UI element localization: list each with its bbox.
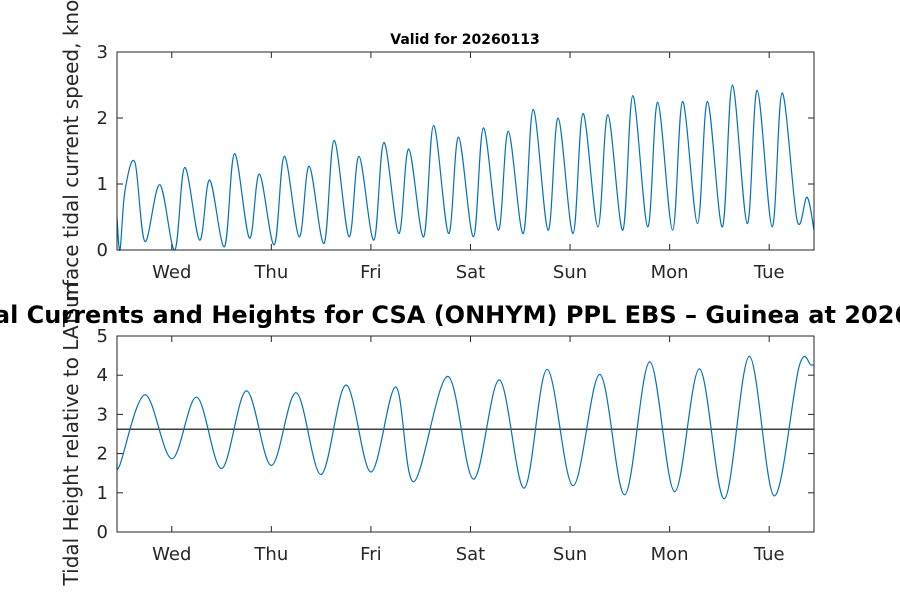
current-speed-y-ticks: 0 1 2 3	[97, 42, 814, 261]
current-speed-x-tick-label: Sat	[456, 262, 486, 283]
current-speed-x-tick-label: Fri	[360, 262, 381, 283]
tidal-height-y-tick-label: 0	[97, 522, 108, 543]
tidal-height-y-tick-label: 1	[97, 483, 108, 504]
tidal-height-y-tick-label: 4	[97, 365, 108, 386]
tidal-height-panel: 0 1 2 3 4 5 Wed Thu Fri Sat Sun Mon Tue Tidal Heigh…	[59, 283, 815, 587]
current-speed-x-tick-label: Wed	[152, 262, 191, 283]
current-speed-y-tick-label: 2	[97, 108, 108, 129]
tidal-height-x-tick-label: Fri	[360, 544, 381, 565]
tidal-height-x-tick-label: Tue	[753, 544, 785, 565]
tidal-height-x-tick-label: Mon	[651, 544, 689, 565]
current-speed-panel: 0 1 2 3 Wed Thu Fri Sat Sun Mon Tue Valid for 202…	[59, 0, 815, 321]
tidal-height-x-tick-label: Thu	[253, 544, 288, 565]
tidal-height-y-axis-label: Tidal Height relative to LAT, m	[59, 283, 83, 587]
tidal-height-plot-area	[117, 336, 814, 532]
current-speed-x-tick-label: Mon	[651, 262, 689, 283]
tidal-height-y-tick-label: 2	[97, 444, 108, 465]
current-speed-x-tick-label: Thu	[253, 262, 288, 283]
tidal-height-y-tick-label: 3	[97, 404, 108, 425]
current-speed-x-ticks: Wed Thu Fri Sat Sun Mon Tue	[152, 52, 785, 283]
current-speed-y-tick-label: 1	[97, 174, 108, 195]
tidal-height-x-tick-label: Sat	[456, 544, 486, 565]
current-speed-plot-title: Valid for 20260113	[390, 32, 539, 48]
current-speed-series-line	[116, 84, 815, 251]
tidal-height-series-line	[116, 355, 815, 500]
current-speed-axes-box	[116, 51, 815, 251]
current-speed-y-axis-label: Surface tidal current speed, knots	[59, 0, 83, 321]
tidal-height-x-ticks: Wed Thu Fri Sat Sun Mon Tue	[152, 336, 785, 565]
current-speed-y-tick-label: 3	[97, 42, 108, 63]
figure-main-title: Tidal Currents and Heights for CSA (ONHY…	[0, 301, 900, 329]
tidal-height-y-tick-label: 5	[97, 326, 108, 347]
current-speed-x-tick-label: Sun	[553, 262, 587, 283]
tidal-height-axes-box	[116, 335, 815, 533]
current-speed-plot-area	[117, 52, 814, 250]
tidal-height-x-tick-label: Sun	[553, 544, 587, 565]
current-speed-y-tick-label: 0	[97, 240, 108, 261]
current-speed-x-tick-label: Tue	[753, 262, 785, 283]
current-speed-series-group	[116, 84, 815, 251]
tidal-height-y-ticks: 0 1 2 3 4 5	[97, 326, 814, 543]
tidal-height-x-tick-label: Wed	[152, 544, 191, 565]
tidal-height-series-group	[116, 355, 815, 500]
